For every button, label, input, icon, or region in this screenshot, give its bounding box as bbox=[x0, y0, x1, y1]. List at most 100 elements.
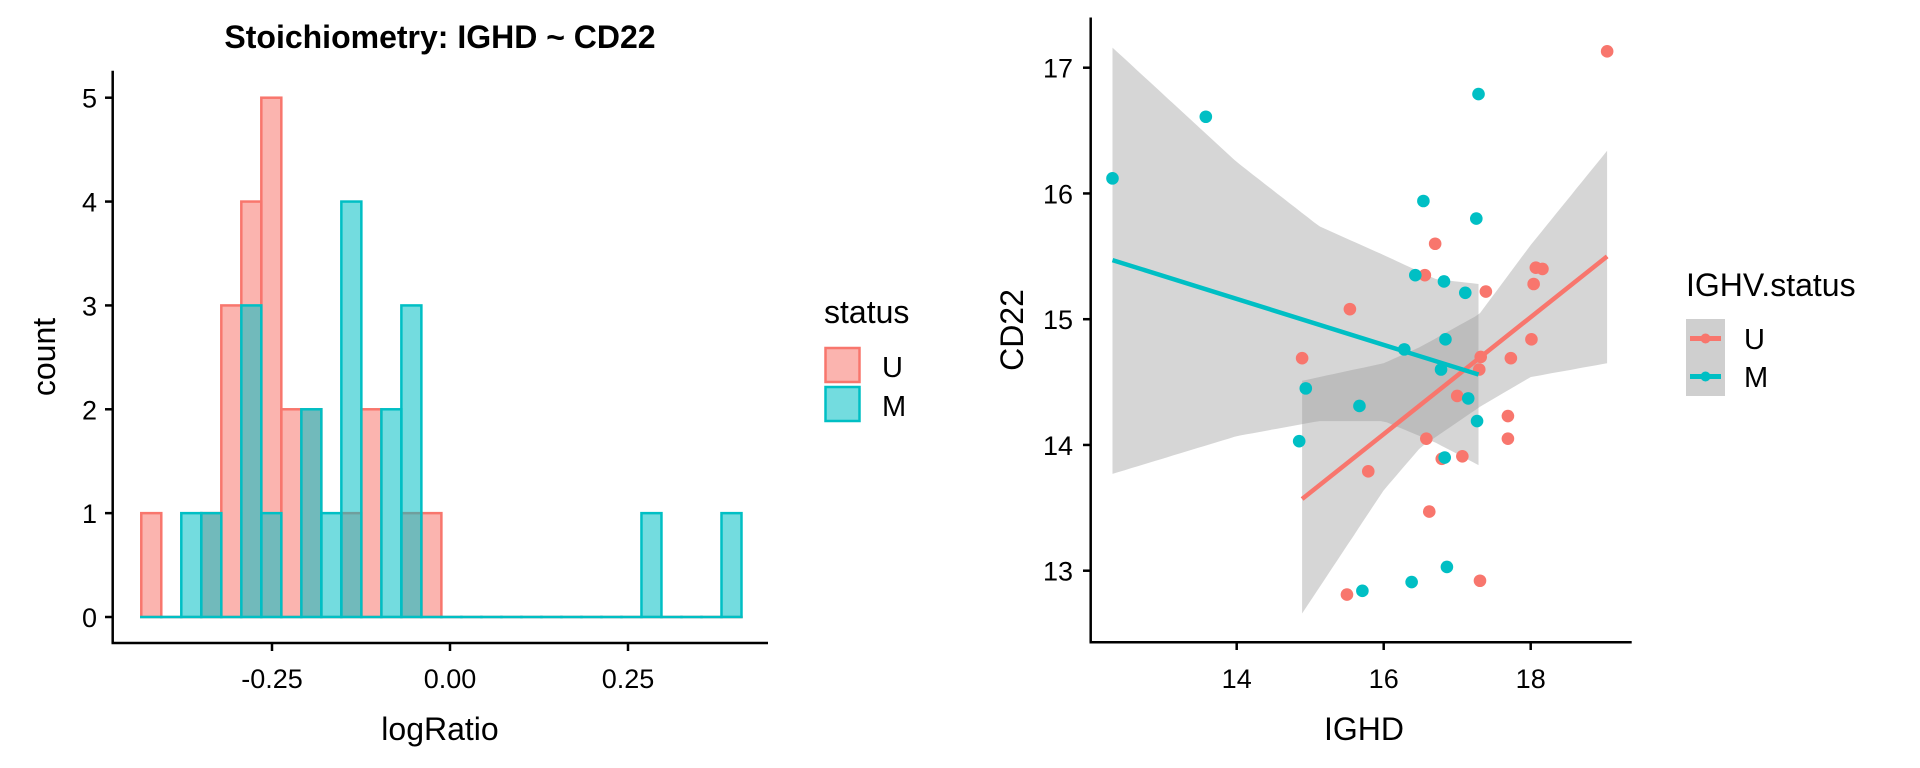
scatter-point-M bbox=[1292, 434, 1306, 448]
histogram-bar-M bbox=[380, 408, 403, 619]
legend-label-U: U bbox=[882, 352, 903, 384]
scatter-point-U bbox=[1343, 302, 1357, 316]
scatter-point-U bbox=[1361, 465, 1375, 478]
scatter-x-tick-label: 14 bbox=[1222, 664, 1252, 694]
scatter-legend: IGHV.status U M bbox=[1686, 267, 1856, 396]
scatter-y-tick-label: 13 bbox=[1043, 557, 1073, 587]
scatter-point-M bbox=[1461, 392, 1475, 405]
scatter-point-M bbox=[1405, 575, 1418, 589]
scatter-panel: 13 14 15 16 17 14 16 18 IGHD CD22 bbox=[994, 17, 1632, 747]
histogram-y-tick-label: 0 bbox=[82, 603, 97, 633]
scatter-legend-label-U: U bbox=[1744, 324, 1765, 356]
histogram-y-axis-title: count bbox=[26, 318, 62, 396]
histogram-x-tick-label: 0.00 bbox=[424, 664, 477, 694]
scatter-point-U bbox=[1418, 268, 1432, 282]
scatter-point-U bbox=[1450, 389, 1464, 403]
histogram-bar-M bbox=[200, 511, 223, 619]
histogram-bar-U bbox=[360, 408, 383, 619]
histogram-y-tick-label: 2 bbox=[82, 395, 97, 425]
scatter-point-M bbox=[1299, 382, 1313, 395]
scatter-point-M bbox=[1472, 87, 1485, 101]
scatter-point-U bbox=[1504, 351, 1518, 365]
legend-point-U bbox=[1700, 333, 1711, 344]
scatter-y-tick-label: 16 bbox=[1043, 179, 1073, 209]
scatter-point-M bbox=[1438, 451, 1452, 464]
scatter-point-M bbox=[1409, 268, 1422, 282]
scatter-legend-label-M: M bbox=[1744, 362, 1768, 394]
confidence-band-M bbox=[1112, 47, 1479, 474]
histogram-bar-U bbox=[220, 304, 243, 619]
histogram-bar-M bbox=[260, 511, 283, 619]
scatter-y-tick-label: 15 bbox=[1043, 305, 1073, 335]
scatter-points bbox=[1106, 45, 1614, 601]
scatter-x-axis-title: IGHD bbox=[1324, 711, 1404, 747]
scatter-point-M bbox=[1470, 414, 1484, 428]
scatter-point-U bbox=[1420, 432, 1433, 445]
scatter-point-U bbox=[1501, 432, 1515, 445]
scatter-x-tick-label: 16 bbox=[1369, 664, 1399, 694]
scatter-point-M bbox=[1199, 110, 1213, 124]
histogram-bar-M bbox=[180, 511, 203, 619]
regression-line-U bbox=[1300, 254, 1609, 501]
scatter-point-M bbox=[1417, 194, 1430, 208]
scatter-point-U bbox=[1295, 351, 1309, 365]
histogram-panel: Stoichiometry: IGHD ~ CD22 0 1 2 3 4 5 -0.25 0… bbox=[26, 19, 768, 747]
histogram-bars-M bbox=[140, 200, 743, 619]
histogram-x-tick-label: -0.25 bbox=[241, 664, 303, 694]
histogram-bar-U bbox=[140, 511, 163, 619]
histogram-bar-M bbox=[320, 511, 343, 619]
scatter-y-tick-label: 14 bbox=[1043, 431, 1073, 461]
histogram-bar-M bbox=[340, 200, 363, 619]
histogram-bar-M bbox=[400, 304, 423, 619]
scatter-point-M bbox=[1458, 286, 1472, 300]
histogram-title: Stoichiometry: IGHD ~ CD22 bbox=[224, 19, 655, 55]
legend-label-M: M bbox=[882, 391, 906, 423]
scatter-x-ticks: 14 16 18 bbox=[1222, 642, 1546, 694]
scatter-point-M bbox=[1434, 363, 1448, 376]
scatter-point-U bbox=[1340, 588, 1354, 601]
histogram-legend-title: status bbox=[824, 294, 909, 330]
histogram-x-tick-label: 0.25 bbox=[602, 664, 655, 694]
scatter-point-U bbox=[1527, 277, 1540, 291]
histogram-bar-U bbox=[420, 511, 443, 619]
scatter-point-M bbox=[1470, 212, 1483, 225]
scatter-legend-title: IGHV.status bbox=[1686, 267, 1856, 303]
legend-key-U bbox=[824, 346, 861, 384]
histogram-legend: status U M bbox=[824, 294, 909, 423]
legend-key-background bbox=[1686, 319, 1725, 396]
legend-point-M bbox=[1700, 371, 1711, 382]
scatter-point-M bbox=[1106, 172, 1119, 185]
histogram-x-ticks: -0.25 0.00 0.25 bbox=[241, 643, 654, 694]
scatter-point-M bbox=[1437, 275, 1451, 288]
scatter-y-tick-label: 17 bbox=[1043, 54, 1073, 84]
scatter-point-U bbox=[1456, 449, 1469, 463]
histogram-bar-M bbox=[240, 304, 263, 619]
scatter-y-axis-title: CD22 bbox=[994, 289, 1030, 371]
scatter-point-U bbox=[1536, 262, 1549, 276]
scatter-point-M bbox=[1356, 584, 1369, 598]
scatter-y-ticks: 13 14 15 16 17 bbox=[1043, 54, 1091, 587]
scatter-point-U bbox=[1600, 45, 1614, 58]
scatter-point-U bbox=[1473, 574, 1487, 588]
scatter-point-U bbox=[1422, 505, 1436, 518]
histogram-x-axis-title: logRatio bbox=[381, 711, 498, 747]
scatter-point-U bbox=[1525, 333, 1538, 346]
confidence-bands bbox=[1112, 47, 1608, 614]
histogram-bar-M bbox=[640, 511, 663, 619]
histogram-bar-M bbox=[720, 511, 743, 619]
scatter-point-M bbox=[1440, 560, 1454, 574]
scatter-point-M bbox=[1353, 399, 1366, 413]
histogram-bar-U bbox=[280, 408, 303, 619]
histogram-y-ticks: 0 1 2 3 4 5 bbox=[82, 84, 113, 633]
confidence-band-U bbox=[1302, 150, 1608, 614]
scatter-point-U bbox=[1501, 409, 1515, 423]
scatter-point-U bbox=[1428, 237, 1442, 251]
histogram-y-tick-label: 3 bbox=[82, 291, 97, 321]
scatter-point-M bbox=[1439, 333, 1452, 346]
histogram-y-tick-label: 5 bbox=[82, 84, 97, 114]
histogram-bar-M bbox=[300, 408, 323, 619]
histogram-y-tick-label: 4 bbox=[82, 188, 97, 218]
scatter-x-tick-label: 18 bbox=[1516, 664, 1546, 694]
regression-lines bbox=[1111, 254, 1609, 501]
